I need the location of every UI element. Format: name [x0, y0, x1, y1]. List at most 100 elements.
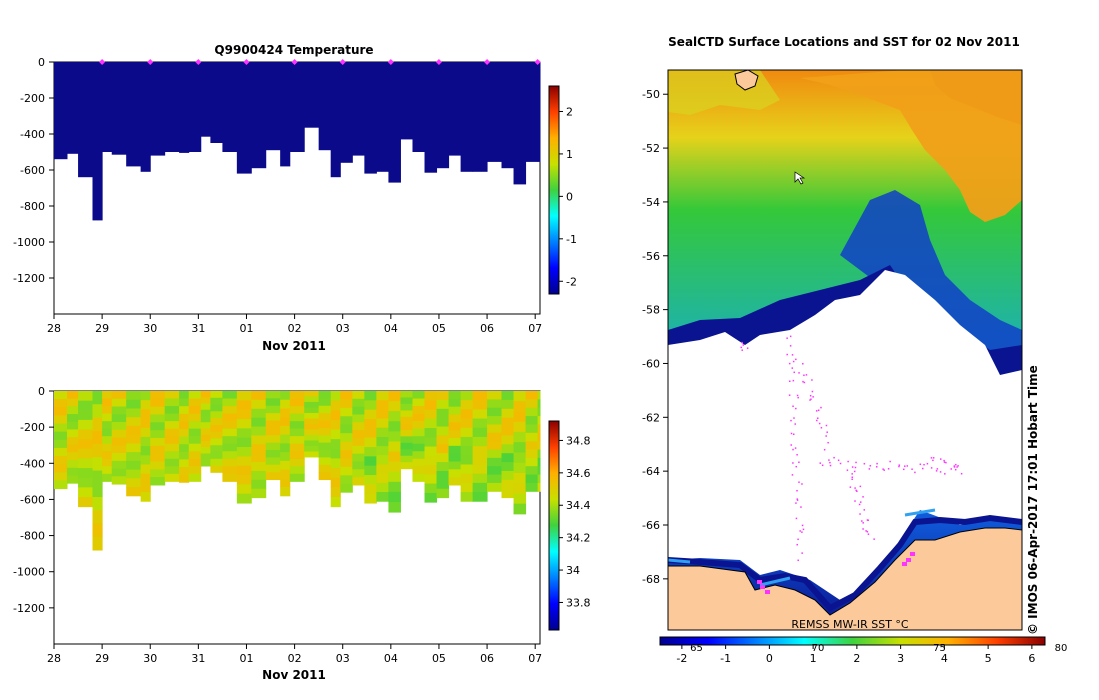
salinity-cell [164, 428, 180, 437]
salinity-cell [54, 464, 68, 473]
salinity-cell [318, 391, 332, 399]
profile-marker [534, 59, 541, 65]
salinity-cell [424, 483, 438, 494]
track-dot [960, 472, 963, 475]
salinity-cell [400, 442, 413, 450]
profile-marker [291, 59, 298, 65]
colorbar-tick-label: 34.4 [566, 499, 591, 512]
salinity-cell [487, 432, 503, 442]
salinity-cell [126, 434, 142, 444]
profile-column [222, 62, 238, 152]
salinity-cell [472, 427, 488, 438]
salinity-cell [487, 449, 503, 459]
salinity-cell [448, 445, 462, 455]
salinity-cell [525, 441, 539, 451]
salinity-cell [340, 424, 353, 434]
track-dot [914, 471, 916, 474]
salinity-cell [188, 406, 202, 415]
salinity-cell [210, 445, 223, 453]
salinity-cell [448, 406, 462, 415]
salinity-cell [179, 429, 190, 438]
salinity-cell [236, 484, 252, 495]
salinity-cell [111, 406, 127, 415]
track-dot [954, 468, 957, 471]
salinity-cell [330, 410, 341, 421]
profile-column [111, 62, 127, 155]
latitude-tick-label: -62 [642, 411, 660, 424]
profile-marker [195, 59, 202, 65]
x-tick-label: 06 [480, 652, 494, 665]
salinity-cell [412, 391, 426, 400]
salinity-cell [400, 436, 413, 444]
salinity-cell [525, 449, 539, 459]
salinity-cell [513, 442, 527, 453]
track-dot [792, 433, 795, 436]
antarctic-land [668, 527, 1022, 630]
salinity-cell [210, 404, 223, 412]
salinity-cell [188, 466, 202, 475]
salinity-cell [92, 444, 103, 458]
profile-marker [339, 59, 346, 65]
salinity-cell [210, 458, 223, 467]
y-tick-label: -600 [20, 493, 45, 506]
salinity-cell [388, 441, 401, 453]
salinity-cell [412, 458, 426, 467]
salinity-cell [66, 406, 79, 415]
salinity-cell [340, 450, 353, 459]
salinity-cell [236, 391, 252, 401]
salinity-cell [400, 416, 413, 424]
salinity-cell [537, 482, 541, 492]
track-dot [876, 462, 878, 465]
salinity-cell [222, 428, 238, 437]
salinity-cell [376, 436, 389, 447]
sst-colorbar [659, 636, 1046, 646]
y-tick-label: -1000 [13, 236, 45, 249]
salinity-cell [251, 462, 267, 472]
salinity-cell [78, 419, 93, 431]
salinity-cell [92, 430, 103, 445]
sst-source-label: REMSS MW-IR SST °C [791, 618, 909, 631]
salinity-cell [525, 416, 539, 425]
salinity-cell [424, 492, 438, 503]
track-dot [867, 533, 870, 535]
profile-column [150, 62, 166, 156]
salinity-cell [376, 400, 389, 410]
copyright-note: © IMOS 06-Apr-2017 17:01 Hobart Time [1026, 365, 1040, 635]
salinity-cell [436, 470, 450, 481]
salinity-cell [448, 461, 462, 470]
salinity-cell [330, 468, 341, 479]
salinity-cell [412, 451, 426, 460]
track-dot [817, 409, 820, 412]
salinity-cell [513, 462, 527, 474]
salinity-cell [472, 492, 488, 502]
track-dot [889, 460, 891, 463]
map-frame [667, 69, 1023, 631]
salinity-cell [54, 423, 68, 433]
salinity-cell [400, 429, 413, 437]
salinity-cell [289, 421, 305, 430]
salinity-cell [289, 391, 305, 400]
salinity-cell [400, 455, 413, 463]
salinity-cell [487, 457, 503, 467]
salinity-cell [251, 444, 267, 454]
salinity-cell [376, 473, 389, 484]
track-dot [853, 470, 856, 473]
salinity-cell [448, 453, 462, 462]
salinity-cell [330, 487, 341, 498]
salinity-cell [150, 430, 166, 439]
salinity-cell [210, 465, 223, 473]
salinity-cell [436, 391, 450, 401]
colorbar-tick-label: 34.2 [566, 532, 591, 545]
salinity-cell [376, 391, 389, 401]
salinity-cell [140, 391, 151, 401]
salinity-cell [92, 391, 103, 405]
track-dot [792, 448, 794, 451]
track-cluster [906, 558, 911, 562]
salinity-cell [340, 441, 353, 451]
salinity-cell [304, 440, 320, 447]
salinity-cell [78, 477, 93, 488]
salinity-cell [66, 398, 79, 407]
track-dot [882, 468, 884, 470]
salinity-cell [513, 472, 527, 484]
